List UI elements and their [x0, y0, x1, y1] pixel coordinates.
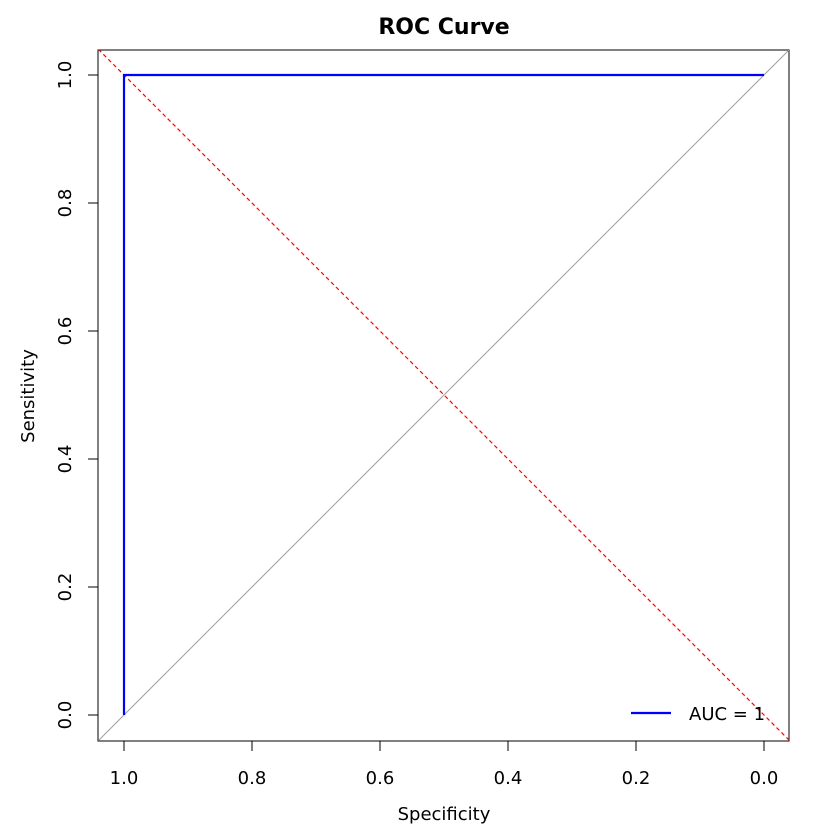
x-tick-label: 0.4: [494, 768, 523, 789]
y-tick-label: 0.2: [55, 573, 76, 602]
y-tick-label: 0.4: [55, 445, 76, 474]
y-tick-label: 0.8: [55, 189, 76, 218]
x-axis: 1.0 0.8 0.6 0.4 0.2 0.0: [110, 740, 779, 789]
y-tick-label: 1.0: [55, 61, 76, 90]
x-tick-label: 1.0: [110, 768, 139, 789]
y-tick-label: 0.6: [55, 317, 76, 346]
x-tick-label: 0.0: [750, 768, 779, 789]
y-tick-label: 0.0: [55, 701, 76, 730]
reference-line-dashed: [98, 50, 789, 741]
plot-area: [98, 50, 789, 741]
y-axis-title: Sensitivity: [18, 349, 39, 443]
legend-label-auc: AUC = 1: [689, 704, 765, 725]
reference-line-diagonal: [98, 50, 789, 741]
x-tick-label: 0.6: [366, 768, 395, 789]
chart-title: ROC Curve: [378, 15, 509, 40]
x-tick-label: 0.2: [622, 768, 651, 789]
legend: AUC = 1: [631, 704, 765, 725]
roc-series-line: [122, 73, 764, 715]
x-tick-label: 0.8: [238, 768, 267, 789]
x-axis-title: Specificity: [398, 804, 491, 825]
y-axis: 0.0 0.2 0.4 0.6 0.8 1.0: [55, 61, 99, 730]
